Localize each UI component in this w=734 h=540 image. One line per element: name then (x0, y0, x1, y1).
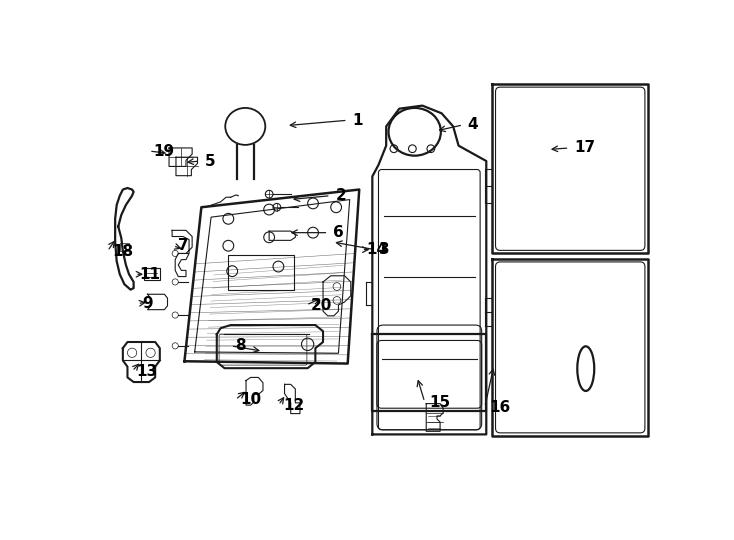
Text: 10: 10 (240, 392, 261, 407)
Text: 15: 15 (429, 395, 451, 409)
Text: 14: 14 (366, 242, 388, 257)
Text: 1: 1 (352, 113, 363, 128)
Text: 6: 6 (333, 225, 344, 240)
Text: 12: 12 (283, 397, 305, 413)
Bar (228, 255, 294, 289)
Text: 5: 5 (205, 153, 215, 168)
Text: 8: 8 (236, 339, 246, 353)
Text: 19: 19 (153, 144, 175, 159)
Bar (120, 244, 129, 251)
Text: 9: 9 (142, 296, 153, 311)
Text: 2: 2 (335, 188, 346, 203)
Text: 18: 18 (112, 244, 133, 259)
Bar (145, 268, 160, 280)
Text: 11: 11 (139, 267, 161, 282)
Text: 20: 20 (310, 298, 332, 313)
Text: 16: 16 (490, 400, 511, 415)
Text: 13: 13 (137, 364, 158, 379)
Text: 7: 7 (178, 238, 188, 253)
Text: 3: 3 (379, 242, 390, 257)
Text: 4: 4 (468, 117, 479, 132)
Text: 17: 17 (574, 140, 595, 156)
